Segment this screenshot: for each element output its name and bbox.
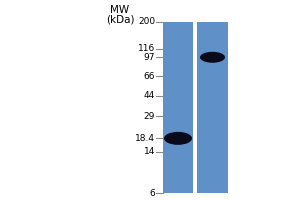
Ellipse shape — [164, 132, 192, 145]
Text: 6: 6 — [149, 189, 155, 198]
Text: 116: 116 — [138, 44, 155, 53]
Text: 29: 29 — [144, 112, 155, 121]
Text: (kDa): (kDa) — [106, 14, 134, 24]
Bar — [197, 22, 228, 193]
Bar — [163, 22, 193, 193]
Text: 14: 14 — [144, 147, 155, 156]
Text: 18.4: 18.4 — [135, 134, 155, 143]
Text: MW: MW — [110, 5, 130, 15]
Text: 200: 200 — [138, 17, 155, 26]
Ellipse shape — [200, 52, 225, 63]
Text: 97: 97 — [143, 53, 155, 62]
Text: 44: 44 — [144, 91, 155, 100]
Text: 66: 66 — [143, 72, 155, 81]
